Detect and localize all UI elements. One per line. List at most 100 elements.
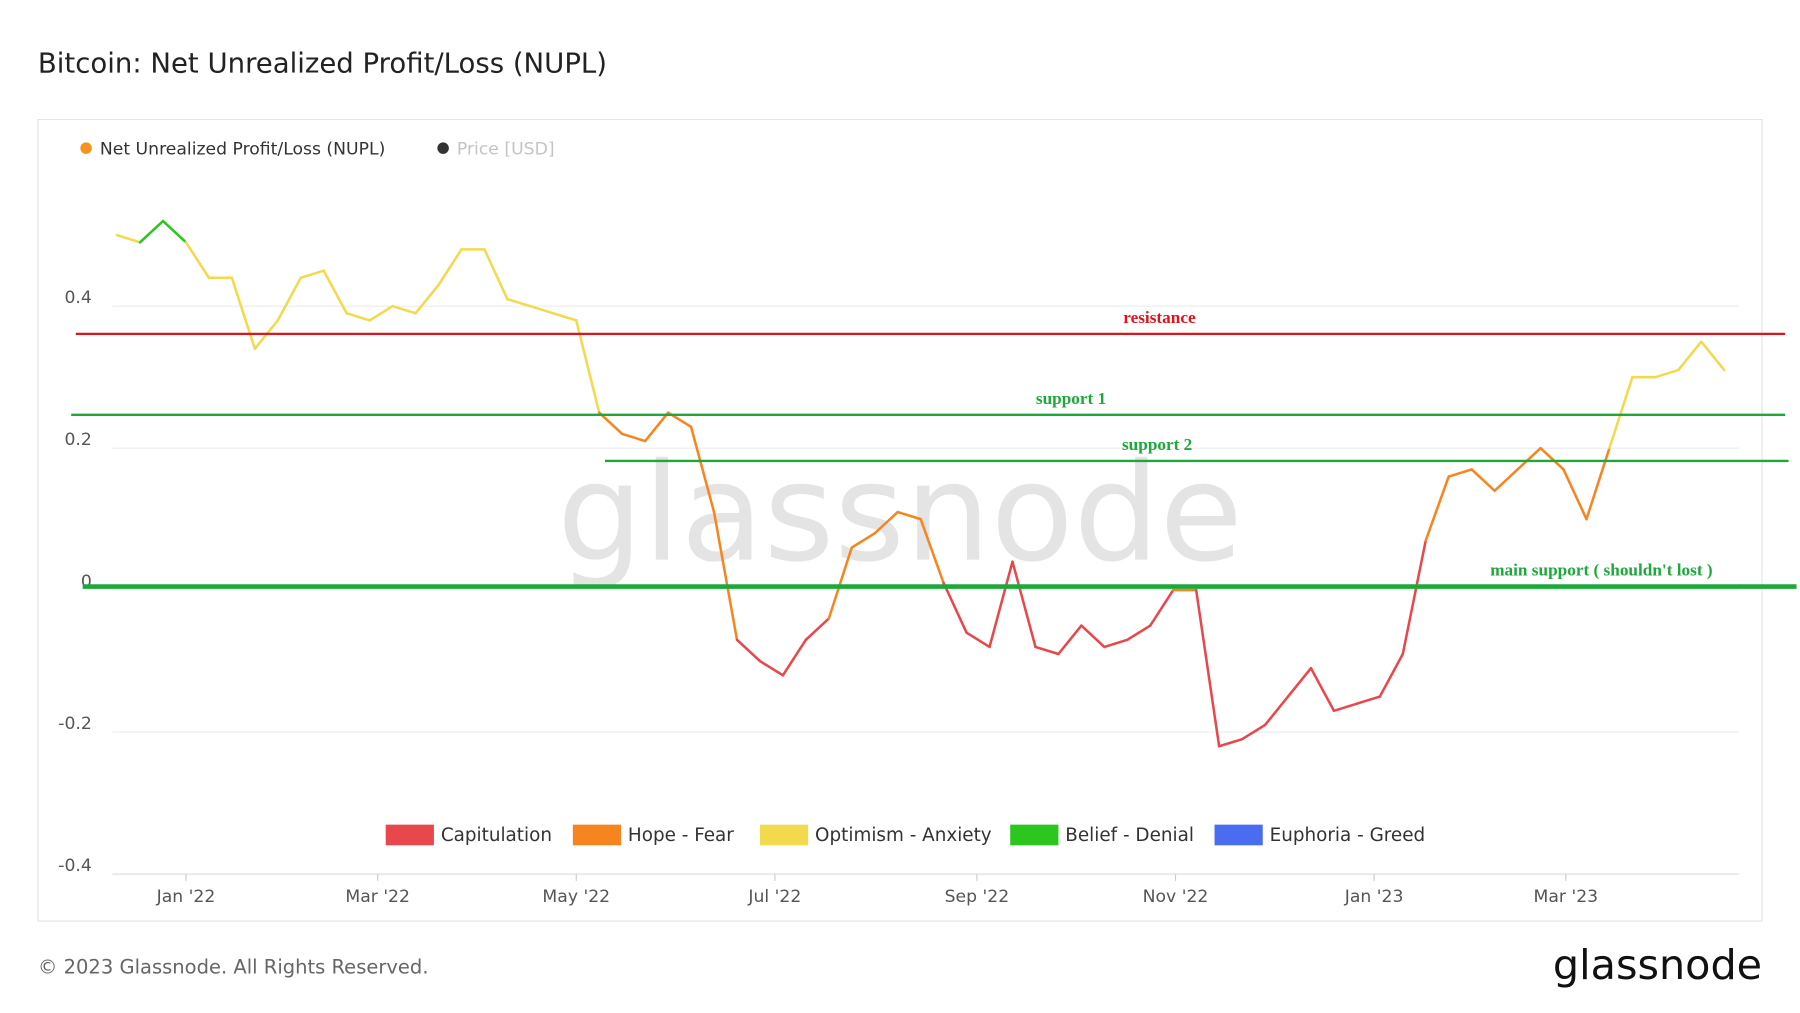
zone-label: Optimism - Anxiety — [815, 825, 992, 846]
nupl-segment — [1401, 539, 1428, 656]
zone-swatch — [759, 824, 809, 846]
nupl-segment — [138, 219, 165, 244]
zone-swatch — [572, 824, 622, 846]
nupl-segment — [368, 304, 394, 322]
nupl-segment — [483, 248, 509, 301]
zone-label: Belief - Denial — [1065, 825, 1194, 846]
nupl-segment — [115, 233, 142, 244]
chart-title: Bitcoin: Net Unrealized Profit/Loss (NUP… — [38, 47, 607, 79]
nupl-segment — [804, 617, 831, 642]
x-tick-label: Sep '22 — [945, 887, 1010, 907]
y-tick-label: 0 — [81, 572, 92, 592]
nupl-segment — [276, 276, 303, 322]
nupl-segment — [919, 517, 945, 585]
nupl-segment — [735, 638, 762, 663]
nupl-segment — [850, 532, 877, 549]
legend-label: Price [USD] — [457, 139, 555, 159]
annotation-label: main support ( shouldn't lost ) — [1490, 561, 1712, 580]
y-tick-label: -0.2 — [58, 714, 92, 734]
legend-dot — [80, 142, 92, 154]
zone-swatch — [385, 824, 434, 846]
nupl-segment — [597, 411, 624, 436]
nupl-segment — [620, 432, 647, 443]
nupl-segment — [1011, 560, 1037, 649]
zone-label: Capitulation — [441, 825, 552, 846]
plot-frame — [37, 118, 1763, 922]
nupl-segment — [1103, 638, 1129, 649]
nupl-segment — [1654, 368, 1680, 379]
x-tick-label: May '22 — [542, 887, 610, 907]
nupl-segment — [827, 546, 854, 620]
nupl-segment — [1539, 446, 1565, 471]
nupl-segment — [1332, 702, 1359, 713]
nupl-segment — [1194, 588, 1221, 748]
nupl-segment — [873, 510, 899, 535]
nupl-segment — [1309, 666, 1336, 713]
nupl-segment — [1240, 723, 1267, 741]
annotation-label: support 2 — [1122, 435, 1192, 454]
nupl-segment — [1493, 468, 1519, 493]
nupl-segment — [414, 283, 440, 315]
nupl-segment — [322, 269, 348, 315]
nupl-segment — [529, 304, 555, 315]
nupl-segment — [1447, 468, 1473, 478]
x-tick-label: Jul '22 — [747, 887, 801, 907]
nupl-segment — [230, 276, 257, 351]
footer: © 2023 Glassnode. All Rights Reserved. — [38, 956, 429, 979]
zone-swatch — [1214, 824, 1263, 846]
nupl-segment — [575, 319, 601, 414]
nupl-segment — [1424, 475, 1450, 542]
nupl-segment — [965, 631, 991, 649]
nupl-segment — [1355, 695, 1382, 705]
nupl-segment — [552, 312, 578, 322]
nupl-segment — [1148, 588, 1175, 627]
nupl-segment — [391, 304, 417, 315]
nupl-segment — [1080, 624, 1106, 649]
nupl-segment — [1034, 645, 1060, 656]
nupl-segment — [1378, 652, 1405, 698]
legend-dot — [437, 142, 449, 154]
nupl-segment — [1057, 624, 1083, 656]
zone-swatch — [1010, 824, 1059, 846]
nupl-segment — [1286, 666, 1313, 698]
nupl-segment — [299, 269, 325, 280]
y-tick-label: 0.4 — [64, 288, 91, 308]
nupl-segment — [942, 581, 968, 634]
nupl-segment — [184, 241, 211, 280]
nupl-segment — [506, 297, 532, 308]
logo: glassnode — [1553, 941, 1762, 989]
nupl-segment — [1585, 446, 1611, 521]
legend-label: Net Unrealized Profit/Loss (NUPL) — [100, 139, 385, 159]
x-tick-label: Jan '22 — [156, 887, 216, 907]
nupl-segment — [1562, 468, 1588, 521]
nupl-segment — [1700, 340, 1726, 372]
nupl-segment — [1470, 468, 1496, 493]
x-tick-label: Mar '22 — [345, 887, 410, 907]
nupl-segment — [988, 560, 1014, 649]
nupl-segment — [1263, 695, 1290, 727]
nupl-segment — [758, 659, 785, 677]
nupl-segment — [712, 510, 739, 642]
zone-label: Hope - Fear — [628, 825, 734, 846]
x-tick-label: Mar '23 — [1534, 887, 1599, 907]
nupl-segment — [1677, 340, 1703, 372]
nupl-segment — [1126, 624, 1152, 642]
nupl-segment — [437, 248, 463, 287]
y-tick-label: 0.2 — [64, 430, 91, 450]
y-tick-label: -0.4 — [58, 856, 92, 876]
zone-label: Euphoria - Greed — [1270, 825, 1426, 846]
nupl-segment — [643, 411, 670, 443]
x-tick-label: Nov '22 — [1143, 887, 1209, 907]
x-tick-label: Jan '23 — [1344, 887, 1404, 907]
nupl-segment — [161, 219, 188, 244]
annotation-label: resistance — [1123, 308, 1196, 327]
nupl-segment — [345, 312, 371, 322]
nupl-segment — [1608, 375, 1634, 450]
nupl-segment — [689, 425, 716, 514]
annotation-label: support 1 — [1036, 389, 1106, 408]
nupl-segment — [781, 638, 808, 677]
nupl-segment — [896, 510, 922, 521]
nupl-segment — [1217, 737, 1244, 748]
nupl-segment — [1516, 446, 1542, 471]
